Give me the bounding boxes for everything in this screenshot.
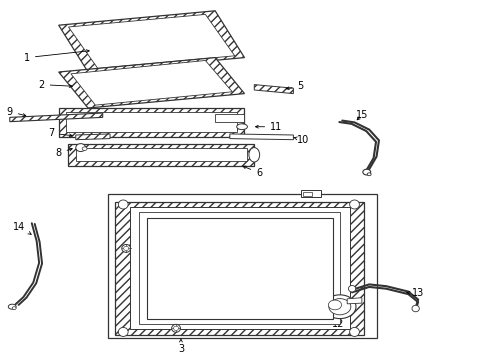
Polygon shape bbox=[229, 134, 293, 140]
Ellipse shape bbox=[118, 328, 128, 336]
Ellipse shape bbox=[122, 244, 130, 252]
Polygon shape bbox=[76, 148, 246, 161]
Ellipse shape bbox=[173, 326, 178, 330]
Polygon shape bbox=[346, 298, 361, 304]
Bar bbox=[300, 190, 321, 197]
Text: 2: 2 bbox=[39, 80, 72, 90]
Text: 3: 3 bbox=[178, 339, 183, 354]
Ellipse shape bbox=[8, 304, 16, 309]
Ellipse shape bbox=[248, 148, 259, 162]
Text: 11: 11 bbox=[255, 122, 282, 132]
Polygon shape bbox=[68, 144, 254, 166]
Text: 13: 13 bbox=[406, 288, 424, 298]
Text: 6: 6 bbox=[243, 166, 262, 178]
Polygon shape bbox=[129, 207, 349, 329]
Polygon shape bbox=[215, 114, 244, 122]
Polygon shape bbox=[59, 11, 244, 72]
Text: 9: 9 bbox=[7, 107, 26, 117]
Polygon shape bbox=[115, 202, 364, 335]
Ellipse shape bbox=[349, 200, 359, 209]
Polygon shape bbox=[10, 113, 102, 122]
Bar bbox=[107, 194, 376, 338]
Ellipse shape bbox=[327, 300, 341, 310]
Polygon shape bbox=[139, 212, 339, 324]
Ellipse shape bbox=[236, 124, 247, 130]
Polygon shape bbox=[68, 14, 234, 68]
Polygon shape bbox=[254, 85, 293, 94]
Text: 14: 14 bbox=[13, 222, 31, 234]
Text: 1: 1 bbox=[24, 50, 89, 63]
Text: 12: 12 bbox=[331, 319, 344, 329]
Ellipse shape bbox=[366, 173, 370, 176]
Ellipse shape bbox=[118, 200, 128, 209]
Ellipse shape bbox=[82, 147, 87, 150]
Ellipse shape bbox=[171, 324, 180, 332]
Ellipse shape bbox=[76, 144, 85, 152]
Polygon shape bbox=[71, 60, 232, 105]
Polygon shape bbox=[59, 108, 244, 137]
Text: 15: 15 bbox=[355, 110, 367, 120]
Text: 8: 8 bbox=[56, 148, 72, 158]
Polygon shape bbox=[146, 218, 332, 319]
Polygon shape bbox=[66, 112, 237, 132]
Ellipse shape bbox=[349, 328, 359, 336]
Ellipse shape bbox=[411, 305, 418, 312]
Ellipse shape bbox=[323, 295, 355, 319]
Polygon shape bbox=[59, 58, 244, 108]
Ellipse shape bbox=[347, 285, 355, 292]
Text: 10: 10 bbox=[293, 135, 309, 145]
Ellipse shape bbox=[362, 169, 370, 175]
Polygon shape bbox=[76, 134, 110, 140]
Text: 5: 5 bbox=[285, 81, 303, 91]
Ellipse shape bbox=[12, 307, 16, 310]
Text: 7: 7 bbox=[48, 128, 72, 138]
Text: 4: 4 bbox=[308, 190, 320, 200]
Bar bbox=[303, 192, 311, 196]
Ellipse shape bbox=[123, 246, 128, 251]
Ellipse shape bbox=[328, 299, 350, 315]
